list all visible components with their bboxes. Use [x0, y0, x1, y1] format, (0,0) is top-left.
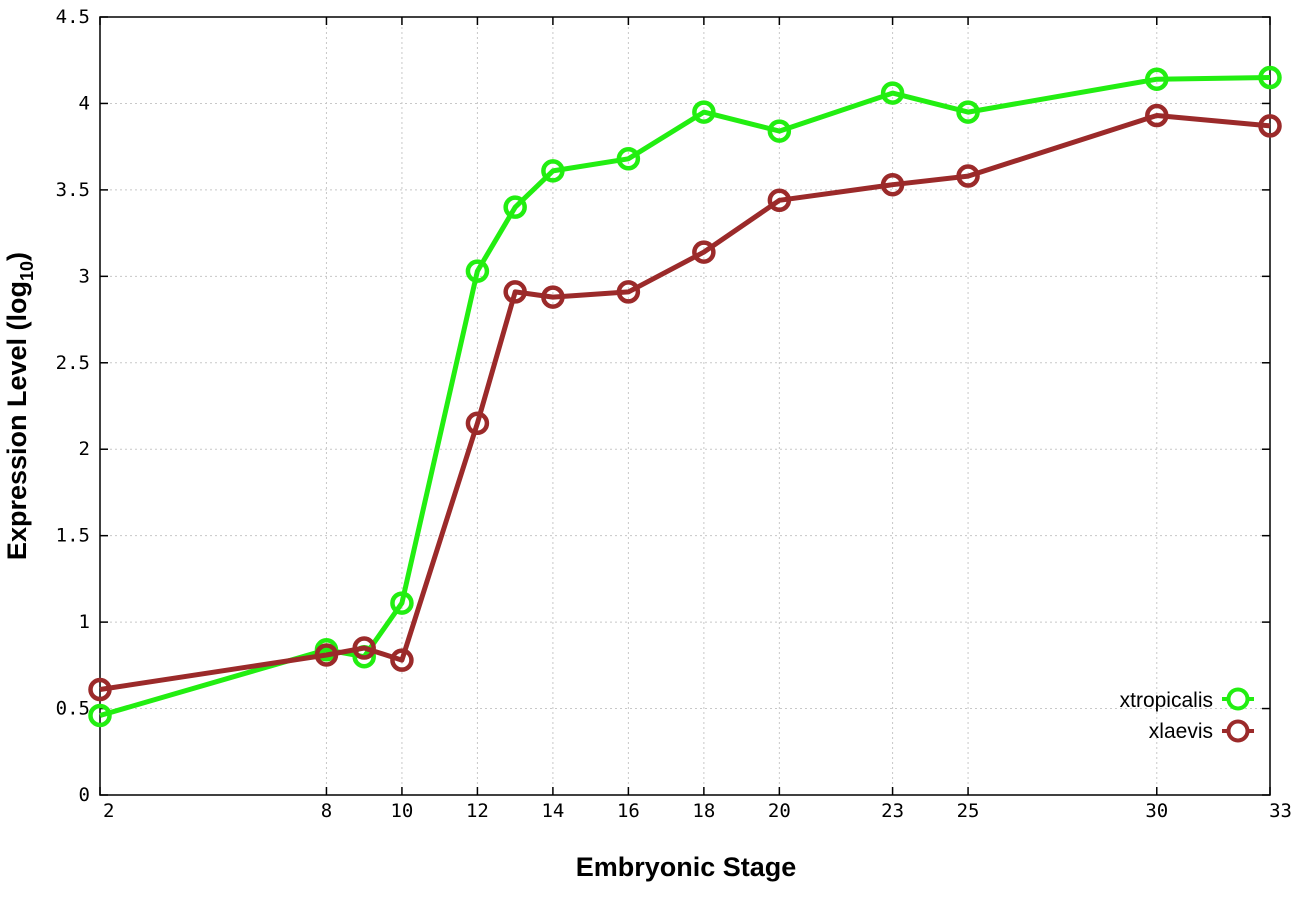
y-axis-title: Expression Level (log10) — [2, 252, 37, 560]
y-tick-label: 0 — [79, 784, 90, 806]
data-point-xlaevis — [88, 677, 112, 702]
data-point-xlaevis — [541, 285, 565, 309]
x-tick-label: 12 — [466, 800, 489, 822]
data-point-xlaevis — [352, 636, 376, 660]
data-point-xtropicalis — [1145, 67, 1169, 91]
x-tick-label: 30 — [1145, 800, 1168, 822]
data-point-xtropicalis — [956, 100, 980, 124]
data-point-xlaevis — [616, 280, 641, 304]
x-tick-label: 2 — [103, 800, 114, 822]
data-point-xlaevis — [503, 280, 527, 304]
data-point-xlaevis — [692, 240, 716, 264]
data-point-xlaevis — [880, 172, 905, 197]
data-point-xtropicalis — [880, 81, 905, 105]
y-axis-title-subscript: 10 — [17, 261, 37, 281]
y-tick-label: 3 — [79, 265, 90, 287]
y-tick-label: 4 — [79, 92, 90, 114]
tick-layer: 0 0.5 1 1.5 2 2.5 3 3.5 4 4.5 2 8 10 12 14 16 18 20 23 25 30… — [56, 6, 1292, 822]
data-point-xlaevis — [390, 648, 414, 672]
series-xlaevis — [88, 103, 1282, 702]
data-point-xtropicalis — [1258, 65, 1282, 90]
series-line-xlaevis — [99, 113, 1271, 692]
x-tick-label: 8 — [321, 800, 332, 822]
y-tick-label: 3.5 — [56, 179, 90, 201]
legend-marker-xlaevis — [1226, 719, 1250, 743]
x-tick-label: 16 — [617, 800, 640, 822]
data-point-xtropicalis — [767, 119, 792, 143]
y-tick-label: 1.5 — [56, 525, 90, 547]
y-tick-label: 2 — [79, 438, 90, 460]
series-line-xtropicalis — [99, 75, 1271, 718]
data-point-xlaevis — [1258, 114, 1282, 138]
data-point-xlaevis — [767, 188, 792, 213]
legend-marker-xtropicalis — [1226, 687, 1250, 711]
grid-layer — [100, 17, 1270, 795]
legend-label-xtropicalis: xtropicalis — [1120, 689, 1213, 712]
data-point-xtropicalis — [692, 100, 716, 124]
data-point-xtropicalis — [88, 703, 112, 728]
data-point-xtropicalis — [390, 591, 414, 615]
legend-label-xlaevis: xlaevis — [1149, 720, 1213, 743]
x-tick-label: 33 — [1269, 800, 1292, 822]
y-tick-label: 2.5 — [56, 352, 90, 374]
y-tick-label: 4.5 — [56, 6, 90, 28]
data-point-xlaevis — [314, 643, 339, 667]
y-axis-title-suffix: ) — [2, 252, 32, 261]
legend: xtropicalis xlaevis — [1120, 687, 1254, 743]
x-axis-title: Embryonic Stage — [576, 852, 797, 882]
x-tick-label: 20 — [768, 800, 791, 822]
data-point-xlaevis — [956, 164, 980, 188]
data-point-xlaevis — [465, 411, 490, 436]
x-tick-label: 25 — [957, 800, 980, 822]
series-layer — [88, 65, 1282, 728]
x-tick-label: 14 — [541, 800, 564, 822]
y-tick-label: 1 — [79, 611, 90, 633]
data-point-xtropicalis — [465, 259, 490, 283]
series-xtropicalis — [88, 65, 1282, 728]
y-axis-title-main: Expression Level (log — [2, 281, 32, 560]
x-tick-label: 23 — [881, 800, 904, 822]
plot-frame — [99, 16, 1271, 796]
x-tick-label: 10 — [390, 800, 413, 822]
x-tick-label: 18 — [692, 800, 715, 822]
data-point-xlaevis — [1145, 103, 1169, 128]
data-point-xtropicalis — [503, 195, 527, 219]
y-tick-label: 0.5 — [56, 698, 90, 720]
data-point-xtropicalis — [541, 159, 565, 183]
data-point-xtropicalis — [616, 147, 641, 171]
